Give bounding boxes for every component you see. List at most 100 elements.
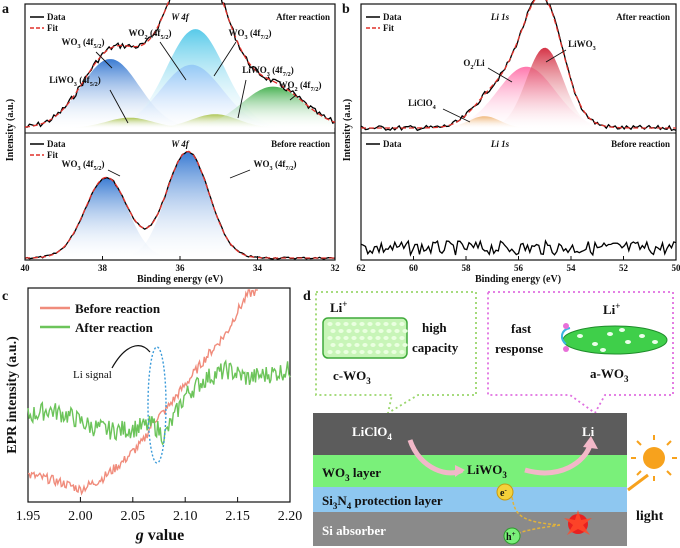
si3n4-n: N <box>337 493 347 508</box>
peak-label-sub: 2 <box>470 64 473 71</box>
crystal-dot <box>399 350 405 354</box>
a-wo3-sheet-texture <box>577 328 658 352</box>
legend-data: Data <box>383 12 402 22</box>
x-tick-label: 1.95 <box>16 509 41 524</box>
high-text: high <box>422 320 447 335</box>
peak-label: LiWO3 (4f5/2) <box>49 75 100 88</box>
crystal-dot <box>327 336 333 340</box>
panel-b-top-title: Li 1s <box>490 12 510 22</box>
wo3-layer <box>313 455 627 487</box>
panel-b-top-condition: After reaction <box>616 12 670 22</box>
x-tick-label: 2.10 <box>173 509 198 524</box>
crystal-dot <box>354 329 360 333</box>
peak-label-close: ) <box>293 159 296 169</box>
x-tick-label: 56 <box>514 263 524 273</box>
liclo4-text: LiClO <box>352 424 387 439</box>
peak-fill <box>361 66 676 128</box>
peak-label-state: (4f <box>148 28 162 38</box>
peak-label-sub: 3 <box>78 165 81 172</box>
crystal-dot <box>330 343 336 347</box>
leader-line <box>213 41 237 77</box>
x-tick-label: 34 <box>253 263 263 273</box>
x-tick-label: 32 <box>331 263 341 273</box>
peak-label-orbital: 5/2 <box>90 81 98 88</box>
panel-a-ylabel: Intensity (a.u.) <box>5 99 16 162</box>
sheet-dot <box>607 332 613 336</box>
panel-label-b: b <box>342 2 350 17</box>
peak-label-main: LiWO <box>49 75 74 85</box>
c-wo3-crystal <box>322 317 408 359</box>
leader-line <box>442 108 471 123</box>
sheet-dot <box>619 328 625 332</box>
x-tick-label: 40 <box>21 263 31 273</box>
panel-a-legend-bottom: Data Fit <box>30 139 66 160</box>
peak-label-orbital: 7/2 <box>310 86 318 93</box>
crystal-dot <box>338 329 344 333</box>
hole-label: h+ <box>506 530 516 543</box>
right-li-sup: + <box>615 301 620 311</box>
a-wo3-sheet <box>562 325 668 355</box>
right-li-label: Li+ <box>603 301 620 317</box>
panel-b-legend-bottom: Data <box>366 139 402 149</box>
c-wo3-sub: 3 <box>366 376 371 386</box>
crystal-dot <box>383 322 389 326</box>
crystal-dot <box>343 336 349 340</box>
panel-b: b 62 60 58 56 54 52 50 Binding energy (eV) Int… <box>342 0 680 285</box>
peak-label-orbital: 7/2 <box>260 34 268 41</box>
wo3-layer-label: WO3 layer <box>322 465 381 483</box>
electrolyte-layer <box>313 413 627 455</box>
peak-label-main: WO <box>62 159 78 169</box>
liclo4-sub: 4 <box>387 432 392 442</box>
peak-label-orbital: 7/2 <box>283 71 291 78</box>
crystal-dot <box>375 350 381 354</box>
legend-fit: Fit <box>383 23 394 33</box>
si3n4-si: Si <box>322 493 333 508</box>
crystal-dot <box>335 336 341 340</box>
crystal-dot <box>354 343 360 347</box>
peak-label: WO2 (4f7/2) <box>279 80 322 93</box>
panel-a-xlabel: Binding energy (eV) <box>137 274 223 285</box>
crystal-dot <box>375 322 381 326</box>
electron-icon <box>496 483 514 501</box>
panel-b-bottom-title: Li 1s <box>490 139 510 149</box>
panel-label-a: a <box>2 2 9 17</box>
peak-label-state: (4f <box>248 28 262 38</box>
sun-icon <box>631 435 677 481</box>
c-wo3-label: c-WO3 <box>333 368 371 386</box>
peak-label-sub: 2 <box>295 86 298 93</box>
response-bubble <box>487 291 674 415</box>
leader-line <box>487 67 513 83</box>
crystal-dot <box>370 329 376 333</box>
crystal-dot <box>399 336 405 340</box>
electron-path <box>511 496 561 526</box>
panel-b-top-plot <box>360 0 677 132</box>
crystal-dot <box>383 350 389 354</box>
si3n4-sub1: 3 <box>333 501 338 511</box>
peak-label-main: WO <box>129 28 145 38</box>
x-tick-label: 38 <box>98 263 108 273</box>
peak-label-main: WO <box>229 28 245 38</box>
crystal-dot <box>346 343 352 347</box>
panel-a-bottom-condition: Before reaction <box>271 139 330 149</box>
peak-label-close: ) <box>98 75 101 85</box>
x-tick-label: 2.05 <box>121 509 146 524</box>
peak-label-close: ) <box>101 37 104 47</box>
peak-label-main: O <box>463 58 470 68</box>
leader-line <box>109 89 129 124</box>
x-tick-label: 36 <box>176 263 186 273</box>
peak-label: WO3 (4f7/2) <box>229 28 272 41</box>
crystal-dot <box>335 350 341 354</box>
leader-line <box>545 49 567 63</box>
crystal-dot <box>394 343 400 347</box>
liwo3-sub: 3 <box>502 470 507 480</box>
series-after-line <box>27 359 291 446</box>
a-wo3-label: a-WO3 <box>590 366 629 384</box>
x-tick-label: 50 <box>672 263 680 273</box>
peak-label-close: ) <box>318 80 321 90</box>
sheet-dot <box>639 334 645 338</box>
x-tick-label: 2.20 <box>278 509 303 524</box>
panel-c-legend: Before reaction After reaction <box>40 301 161 335</box>
panel-b-frame <box>360 3 677 261</box>
peak-fill <box>25 117 335 128</box>
